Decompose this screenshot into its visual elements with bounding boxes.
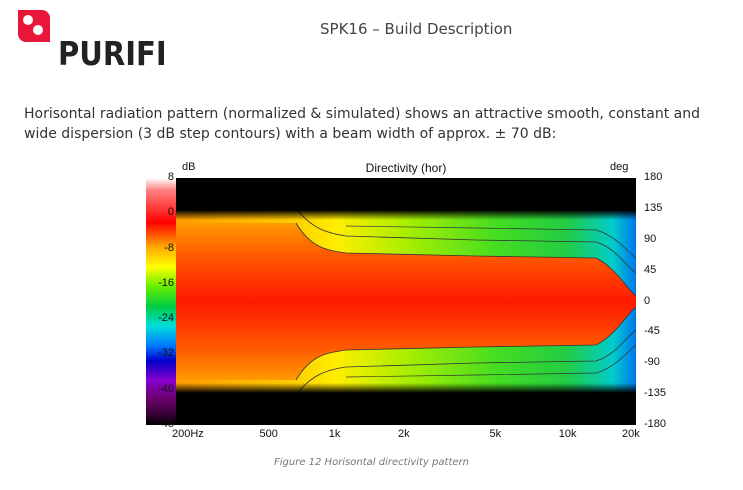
colorbar-tick-label: 8	[167, 171, 174, 183]
x-axis-tick-label: 500	[259, 428, 278, 440]
plot-title: Directivity (hor)	[365, 161, 447, 175]
figure-caption: Figure 12 Horisontal directivity pattern	[274, 457, 469, 468]
x-axis-tick-label: 200Hz	[172, 428, 204, 440]
colorbar-tick-label: -8	[164, 241, 174, 254]
x-axis-tick-label: 2k	[398, 428, 410, 440]
x-axis-tick-label: 20k	[622, 428, 640, 440]
heatmap-plot-area	[176, 178, 636, 425]
colorbar-tick-label: 0	[167, 206, 174, 219]
directivity-figure: 8 0 -8 -16 -24 -32 -40 -48 dB Directivity (hor)…	[146, 160, 666, 440]
x-axis-tick-label: 10k	[558, 428, 577, 440]
y-axis-tick-label: -45	[644, 325, 660, 338]
purifi-logo-mark-icon	[18, 10, 50, 42]
description-paragraph: Horisontal radiation pattern (normalized…	[24, 106, 700, 142]
document-title: SPK16 – Build Description	[320, 20, 513, 38]
y-axis-tick-label: -90	[644, 356, 660, 369]
y-axis-tick-label: 0	[644, 294, 651, 307]
y-axis-unit-label: deg	[610, 161, 629, 173]
y-axis-tick-label: 180	[644, 171, 663, 183]
purifi-logo: PURIFI	[14, 6, 167, 76]
y-axis-tick-label: -180	[644, 418, 667, 430]
y-axis-tick-label: 90	[644, 232, 657, 245]
y-axis-tick-label: -135	[644, 387, 667, 400]
purifi-wordmark: PURIFI	[58, 34, 167, 73]
x-axis-tick-label: 1k	[328, 428, 341, 440]
directivity-heatmap	[176, 178, 636, 425]
colorbar-tick-label: -16	[158, 276, 174, 289]
colorbar-unit-label: dB	[182, 161, 196, 173]
y-axis-tick-label: 45	[644, 263, 657, 276]
x-axis-tick-label: 5k	[489, 428, 502, 440]
y-axis-tick-label: 135	[644, 201, 663, 214]
colorbar-tick-label: -40	[158, 382, 174, 395]
colorbar-tick-label: -32	[158, 347, 174, 360]
colorbar-tick-label: -48	[158, 418, 174, 430]
colorbar	[146, 178, 176, 425]
colorbar-tick-label: -24	[158, 312, 174, 325]
